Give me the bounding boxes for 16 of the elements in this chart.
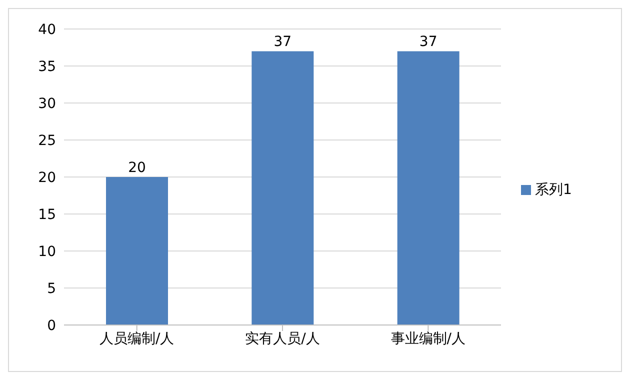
y-tick-label: 40 (38, 22, 56, 38)
y-tick-label: 15 (38, 206, 56, 223)
y-tick-label: 35 (38, 58, 56, 75)
x-tick-label: 人员编制/人 (99, 330, 174, 347)
data-label: 20 (128, 160, 146, 176)
y-tick-label: 10 (38, 244, 56, 260)
y-tick-label: 25 (38, 132, 56, 149)
y-tick-label: 0 (47, 318, 56, 334)
x-tick-label: 实有人员/人 (245, 330, 320, 347)
x-tick-label: 事业编制/人 (390, 330, 466, 347)
legend-label: 系列1 (535, 182, 572, 198)
y-tick-label: 30 (38, 96, 56, 112)
y-tick-label: 5 (47, 280, 56, 297)
data-label: 37 (419, 34, 438, 50)
data-label: 37 (274, 34, 292, 50)
y-tick-label: 20 (38, 170, 56, 186)
